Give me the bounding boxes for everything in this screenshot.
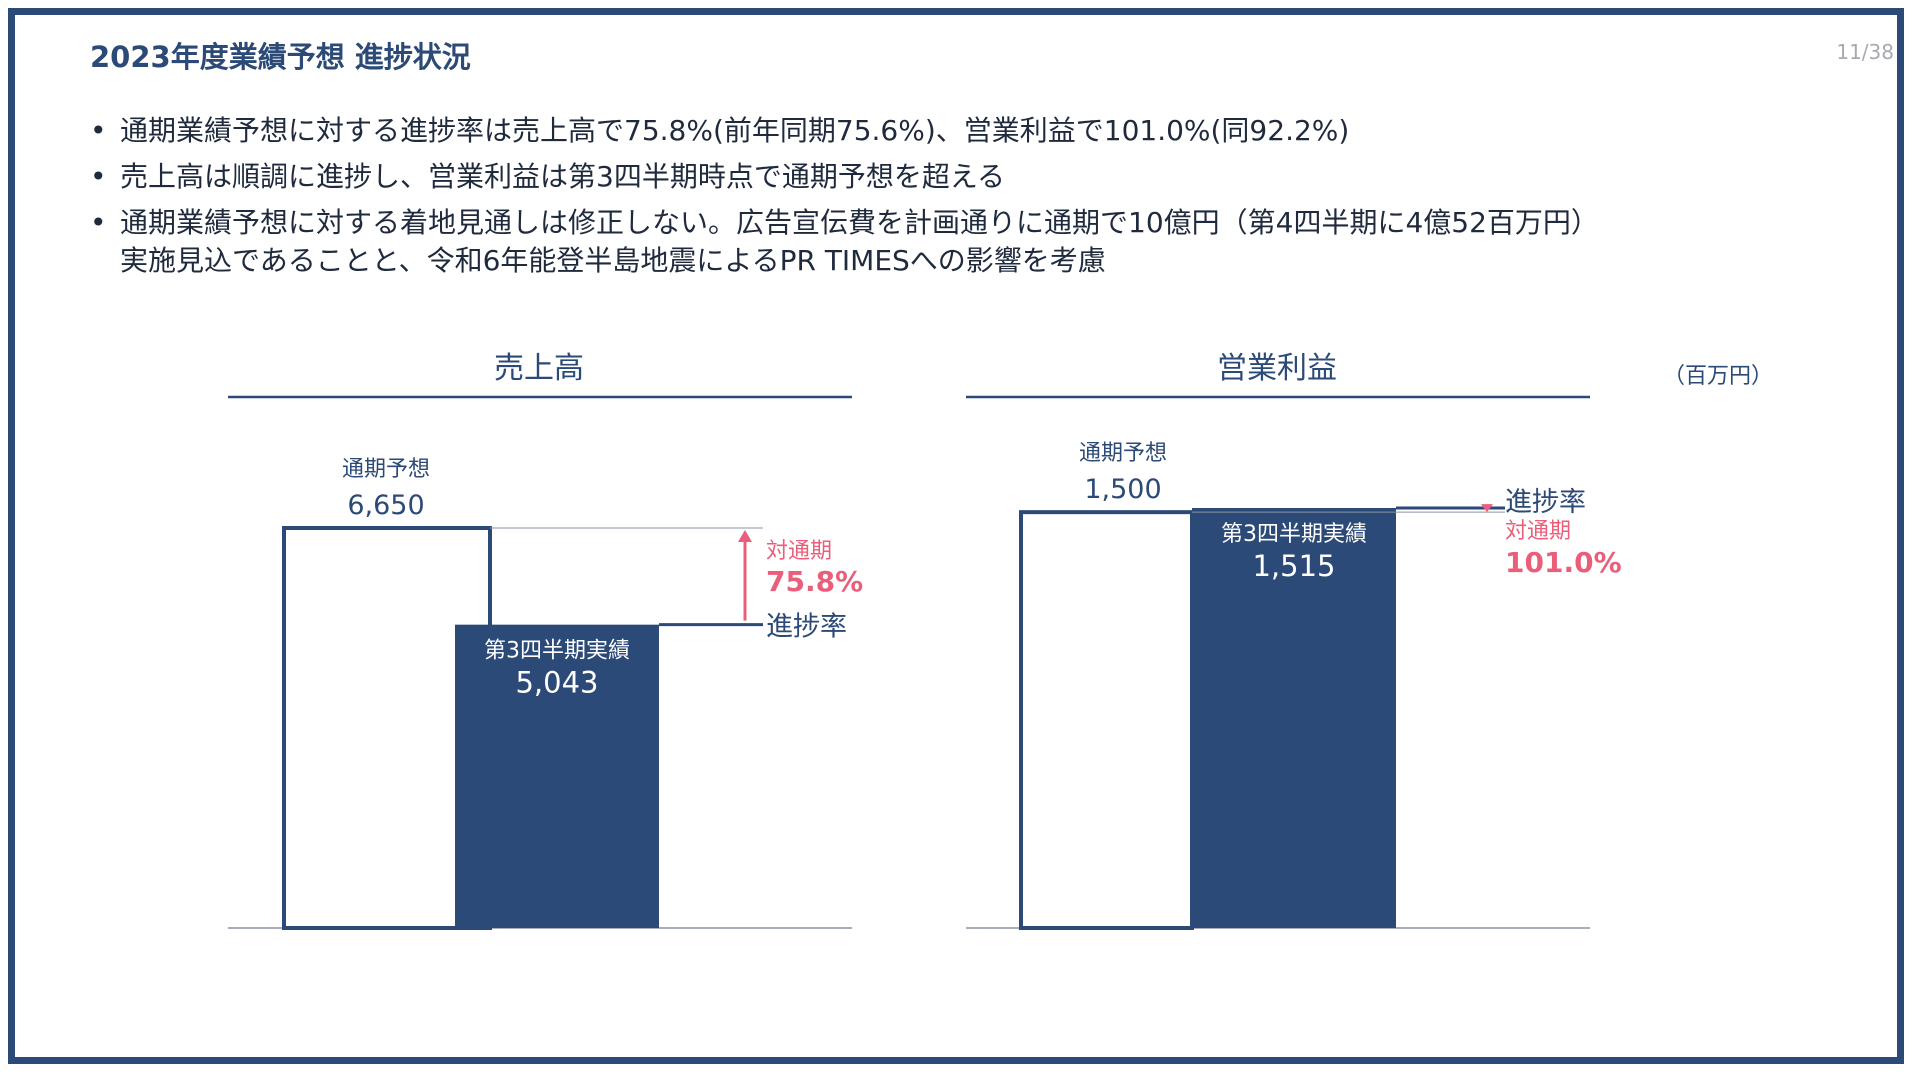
progress-arrow-head: [738, 530, 752, 542]
bullet-item: 売上高は順調に進捗し、営業利益は第3四半期時点で通期予想を超える: [88, 158, 1848, 196]
ratio-label: 対通期: [766, 539, 832, 564]
bar-forecast-value: 1,500: [1084, 474, 1161, 505]
bar-actual: [455, 624, 659, 928]
ratio-value: 75.8%: [766, 565, 863, 598]
bullet-item: 通期業績予想に対する進捗率は売上高で75.8%(前年同期75.6%)、営業利益で…: [88, 112, 1848, 150]
chart-title: 営業利益: [1217, 351, 1337, 386]
chart-title: 売上高: [494, 351, 584, 386]
bullet-text: 通期業績予想に対する着地見通しは修正しない。広告宣伝費を計画通りに通期で10億円…: [120, 206, 1599, 239]
bar-actual-category: 第3四半期実績: [484, 639, 630, 664]
bullet-text: 通期業績予想に対する進捗率は売上高で75.8%(前年同期75.6%)、営業利益で…: [120, 114, 1350, 147]
progress-label: 進捗率: [766, 612, 847, 643]
page-number: 11/38: [1836, 40, 1894, 64]
bar-actual-value: 5,043: [515, 666, 598, 700]
unit-label: （百万円）: [1663, 364, 1774, 389]
bar-actual: [1192, 508, 1396, 928]
bullet-item: 通期業績予想に対する着地見通しは修正しない。広告宣伝費を計画通りに通期で10億円…: [88, 204, 1848, 280]
bullet-text: 実施見込であることと、令和6年能登半島地震によるPR TIMESへの影響を考慮: [120, 244, 1106, 277]
ratio-value: 101.0%: [1505, 546, 1622, 579]
bullet-text: 売上高は順調に進捗し、営業利益は第3四半期時点で通期予想を超える: [120, 160, 1005, 193]
bullet-list: 通期業績予想に対する進捗率は売上高で75.8%(前年同期75.6%)、営業利益で…: [88, 112, 1848, 288]
ratio-label: 対通期: [1505, 519, 1571, 544]
bar-forecast-category: 通期予想: [1079, 441, 1167, 466]
bar-forecast-value: 6,650: [347, 490, 424, 521]
progress-label: 進捗率: [1505, 487, 1586, 518]
slide-title: 2023年度業績予想 進捗状況: [90, 40, 471, 74]
bar-forecast: [1019, 510, 1194, 930]
bar-forecast-category: 通期予想: [342, 457, 430, 482]
bar-actual-value: 1,515: [1252, 549, 1335, 583]
bar-actual-category: 第3四半期実績: [1221, 522, 1367, 547]
progress-arrow-head: [1481, 504, 1493, 513]
